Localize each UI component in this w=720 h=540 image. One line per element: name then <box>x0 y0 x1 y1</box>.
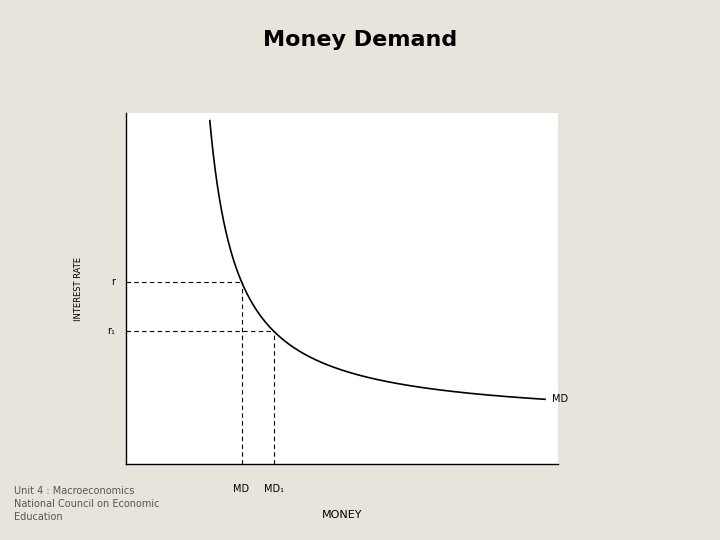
Text: MD: MD <box>552 394 567 404</box>
Text: r: r <box>111 277 115 287</box>
Text: INTEREST RATE: INTEREST RATE <box>74 257 83 321</box>
Text: r₁: r₁ <box>107 326 115 336</box>
Text: Money Demand: Money Demand <box>263 30 457 50</box>
Text: Unit 4 : Macroeconomics
National Council on Economic
Education: Unit 4 : Macroeconomics National Council… <box>14 486 160 522</box>
Text: MONEY: MONEY <box>322 510 362 520</box>
Text: MD: MD <box>233 484 250 494</box>
Text: MD₁: MD₁ <box>264 484 284 494</box>
